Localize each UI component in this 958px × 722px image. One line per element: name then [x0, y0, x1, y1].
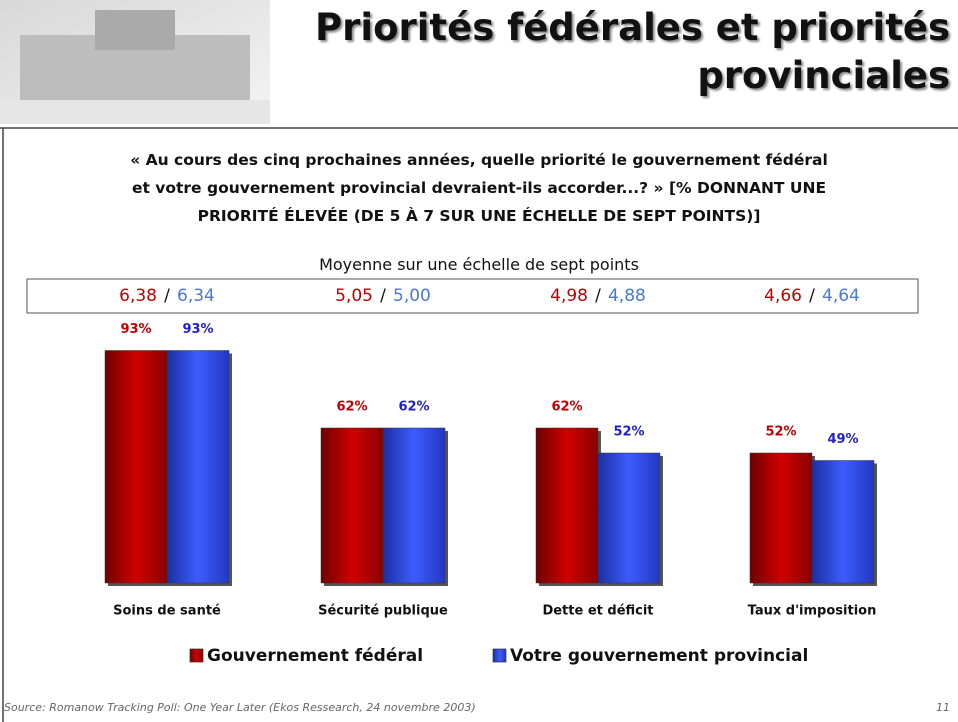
- data-label: 93%: [120, 322, 151, 337]
- mean-title: Moyenne sur une échelle de sept points: [319, 255, 639, 274]
- data-label: 62%: [551, 400, 582, 415]
- legend-swatch: [492, 648, 507, 663]
- data-label: 52%: [765, 425, 796, 440]
- mean-separator: /: [380, 286, 386, 306]
- category-label: Dette et déficit: [542, 604, 653, 619]
- bar: [320, 427, 384, 584]
- category-label: Taux d'imposition: [748, 604, 877, 619]
- page-number: 11: [936, 701, 950, 714]
- mean-value: 6,34: [177, 286, 215, 306]
- mean-separator: /: [164, 286, 170, 306]
- bar: [166, 350, 230, 584]
- mean-value: 4,66: [764, 286, 802, 306]
- bar: [811, 460, 875, 584]
- slide-title: Priorités fédérales et priorités provinc…: [315, 6, 950, 97]
- category-label: Sécurité publique: [318, 604, 448, 619]
- data-label: 49%: [827, 432, 858, 447]
- mean-value: 4,64: [822, 286, 860, 306]
- legend-label: Votre gouvernement provincial: [510, 646, 808, 666]
- bar: [104, 350, 168, 584]
- mean-value: 5,05: [335, 286, 373, 306]
- mean-separator: /: [595, 286, 601, 306]
- data-label: 93%: [182, 322, 213, 337]
- mean-value: 4,88: [608, 286, 646, 306]
- legend-label: Gouvernement fédéral: [207, 646, 423, 666]
- category-label: Soins de santé: [113, 604, 221, 619]
- source: Source: Romanow Tracking Poll: One Year …: [4, 701, 476, 714]
- data-label: 62%: [398, 400, 429, 415]
- data-label: 62%: [336, 400, 367, 415]
- bar: [597, 452, 661, 584]
- mean-box: [26, 278, 919, 314]
- mean-value: 5,00: [393, 286, 431, 306]
- mean-value: 4,98: [550, 286, 588, 306]
- bar: [382, 427, 446, 584]
- question: « Au cours des cinq prochaines années, q…: [130, 151, 828, 225]
- header-photo: [0, 0, 270, 124]
- mean-separator: /: [809, 286, 815, 306]
- data-label: 52%: [613, 425, 644, 440]
- bar: [749, 452, 813, 584]
- legend-swatch: [189, 648, 204, 663]
- mean-value: 6,38: [119, 286, 157, 306]
- bar: [535, 427, 599, 584]
